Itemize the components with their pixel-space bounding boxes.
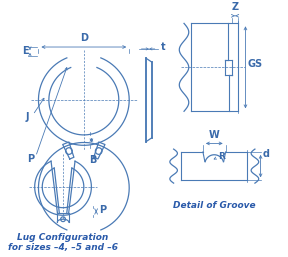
Text: W: W <box>209 130 220 140</box>
Text: Z: Z <box>232 2 239 12</box>
Text: B: B <box>90 155 97 165</box>
Text: Lug Configuration: Lug Configuration <box>17 233 109 242</box>
Text: R: R <box>218 152 225 161</box>
Text: Detail of Groove: Detail of Groove <box>173 201 255 210</box>
Text: J: J <box>25 112 29 122</box>
Text: P: P <box>99 205 106 215</box>
Text: P: P <box>27 153 35 163</box>
Text: G: G <box>247 60 255 69</box>
Text: for sizes –4, –5 and –6: for sizes –4, –5 and –6 <box>8 243 118 252</box>
Text: S: S <box>254 60 261 69</box>
Text: D: D <box>80 33 88 43</box>
Text: d: d <box>262 149 270 159</box>
Text: t: t <box>160 42 165 52</box>
Text: E: E <box>22 46 29 56</box>
